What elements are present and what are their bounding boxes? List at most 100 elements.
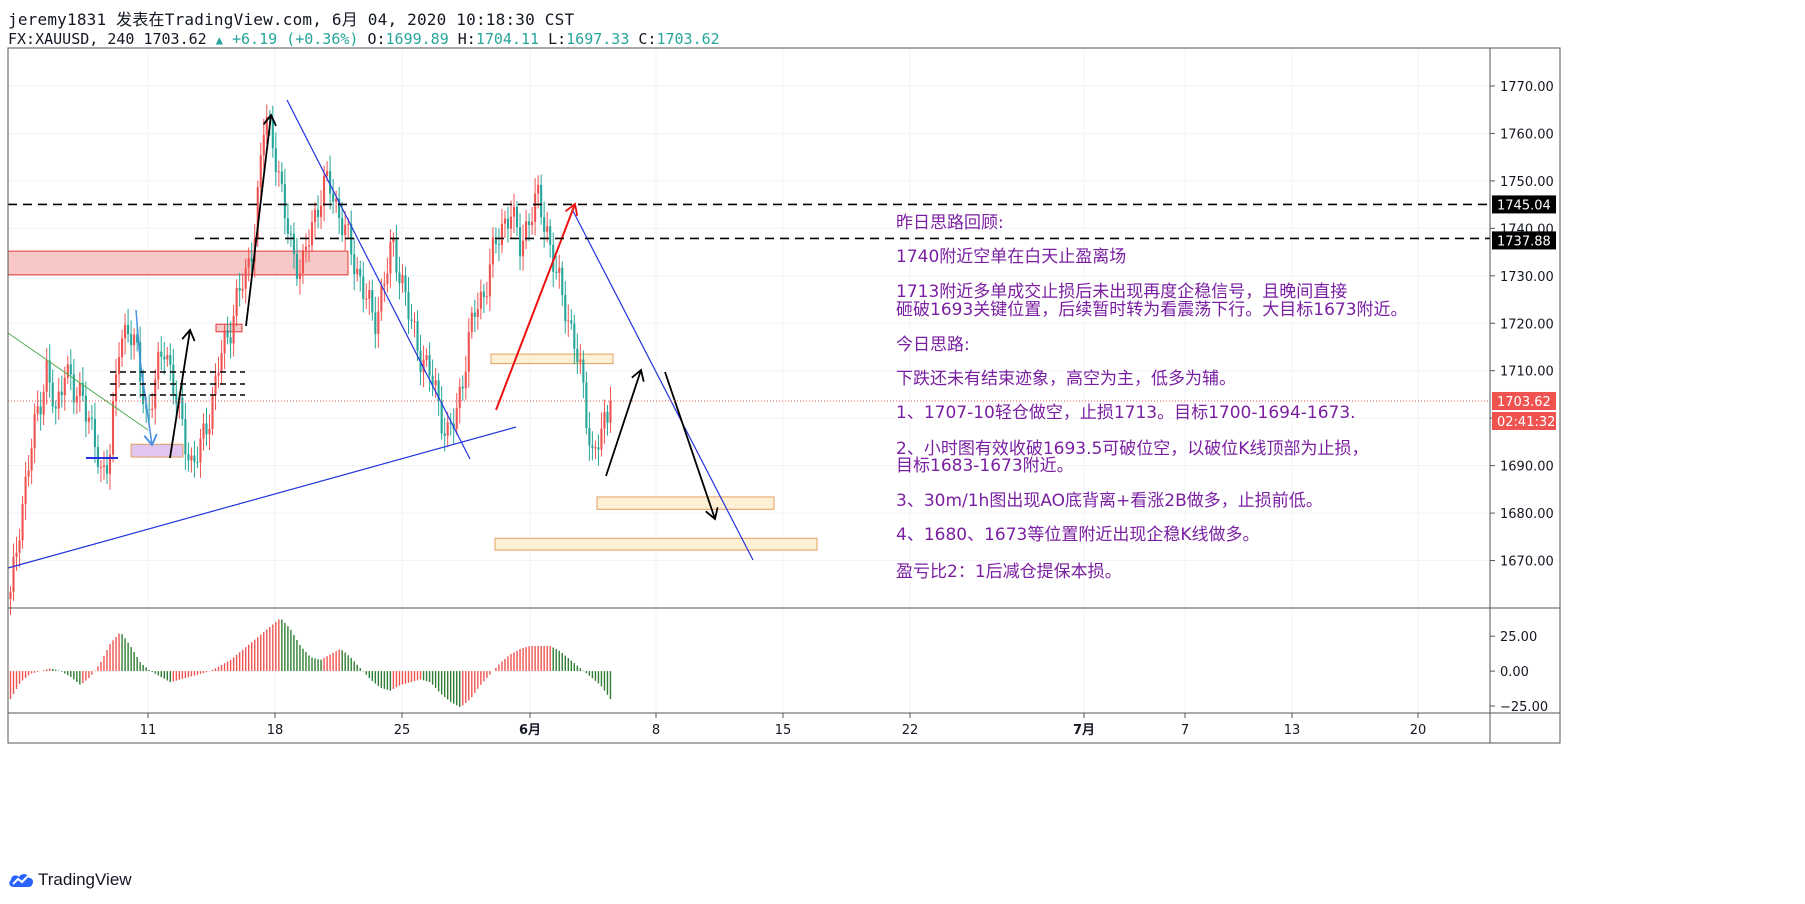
countdown-label-bg [1492, 411, 1556, 430]
candle-body [259, 155, 262, 188]
candle-body [443, 433, 446, 436]
price-label-last: 1703.62 [1497, 395, 1551, 410]
candle-body [531, 221, 534, 226]
candle-body [428, 355, 431, 376]
candle-body [588, 428, 591, 446]
descending-trendline-1 [286, 99, 471, 460]
candle-body [603, 411, 606, 429]
y-tick-label: 1730.00 [1500, 270, 1554, 285]
candle-body [326, 171, 329, 176]
target-zone-1 [596, 496, 775, 510]
candle-body [127, 324, 130, 335]
blue-down-arrow-head [143, 433, 158, 447]
up-arrow-2-head [181, 328, 196, 342]
analysis-notes: 昨日思路回顾: 1740附近空单在白天止盈离场 1713附近多单成交止损后未出现再度… [896, 213, 1408, 582]
candle-body [362, 276, 365, 300]
candle-body [271, 119, 274, 149]
candle-body [81, 382, 84, 396]
candle-body [45, 360, 48, 392]
candle-body [368, 290, 371, 299]
candle-body [105, 465, 109, 474]
candles [9, 104, 612, 616]
candle-body [9, 591, 12, 599]
x-tick-label: 25 [394, 723, 411, 738]
price-label-last-bg [1492, 391, 1556, 410]
candle-body [90, 417, 93, 419]
note-line: 盈亏比2：1后减仓提保本损。 [896, 562, 1122, 582]
candle-body [392, 238, 395, 243]
candle-body [555, 271, 558, 273]
note-line: 1713附近多单成交止损后未出现再度企稳信号，且晚间直接 [896, 282, 1347, 302]
candle-body [434, 380, 437, 386]
candle-body [319, 205, 323, 217]
candle-body [482, 291, 485, 298]
tradingview-logo[interactable]: TradingView [8, 870, 132, 890]
candle-body [298, 273, 302, 279]
up-arrow-3-head [631, 368, 645, 382]
candle-body [93, 418, 96, 448]
candle-body [416, 321, 419, 351]
candle-body [57, 391, 60, 409]
candle-body [561, 267, 564, 296]
candle-body [15, 552, 18, 557]
candle-body [386, 273, 389, 284]
candle-body [316, 209, 320, 217]
candle-body [470, 312, 473, 332]
candle-body [108, 454, 112, 474]
candle-body [353, 254, 356, 275]
candle-body [570, 320, 573, 324]
candle-body [485, 296, 488, 298]
candle-body [51, 382, 54, 407]
candle-body [455, 407, 458, 429]
candle-body [99, 466, 103, 468]
candle-body [307, 245, 311, 247]
candle-body [323, 175, 326, 206]
ao-tick-label: 0.00 [1500, 665, 1529, 680]
candle-body [401, 275, 404, 284]
candle-body [371, 290, 374, 313]
y-tick-label: 1770.00 [1500, 80, 1554, 95]
candle-body [292, 233, 295, 254]
candle-body [473, 312, 476, 317]
candle-body [208, 428, 211, 435]
note-line: 目标1683-1673附近。 [896, 456, 1074, 476]
countdown-label: 02:41:32 [1497, 415, 1555, 430]
candle-body [169, 355, 172, 365]
x-tick-label: 7 [1181, 723, 1189, 738]
x-tick-label: 8 [652, 723, 660, 738]
y-tick-label: 1760.00 [1500, 127, 1554, 142]
candle-body [591, 445, 594, 448]
y-tick-label: 1690.00 [1500, 460, 1554, 475]
green-trend-line [7, 332, 149, 431]
candle-body [512, 206, 516, 217]
x-tick-label: 15 [775, 723, 792, 738]
candle-body [573, 323, 576, 349]
candle-body [289, 233, 292, 235]
candle-body [398, 272, 401, 284]
candle-body [344, 224, 347, 236]
y-tick-label: 1670.00 [1500, 555, 1554, 570]
candle-body [190, 455, 193, 461]
candle-body [72, 374, 75, 403]
candle-body [600, 428, 603, 450]
candle-body [413, 321, 416, 323]
candle-body [247, 258, 250, 268]
candle-body [597, 447, 600, 450]
x-tick-label: 13 [1284, 723, 1301, 738]
symbol-label[interactable]: FX:XAUUSD, 240 [8, 30, 135, 48]
note-line: 4、1680、1673等位置附近出现企稳K线做多。 [896, 525, 1260, 545]
price-label-1737: 1737.88 [1497, 234, 1551, 249]
candle-body [564, 295, 567, 322]
axes: 1770.001760.001750.001740.001730.001720.… [7, 47, 1561, 744]
candle-body [491, 237, 494, 265]
candle-body [437, 380, 440, 401]
y-tick-label: 1720.00 [1500, 317, 1554, 332]
chart-frame [7, 47, 1561, 744]
candle-body [121, 338, 124, 358]
candle-body [39, 406, 42, 415]
candle-body [42, 391, 45, 415]
candle-body [199, 438, 202, 463]
support-zone-purple [130, 443, 184, 458]
candle-body [458, 386, 461, 408]
